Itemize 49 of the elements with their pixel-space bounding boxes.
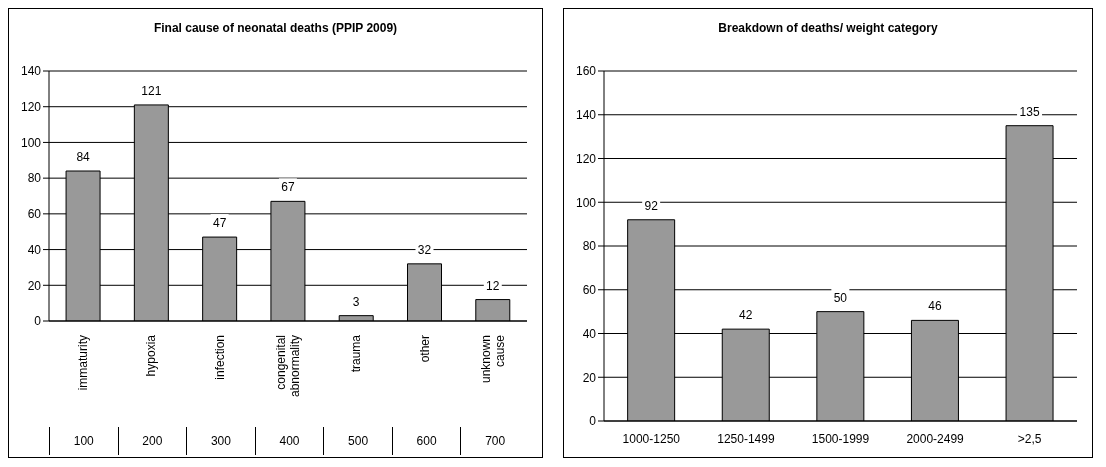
y-tick-label: 140 (575, 108, 597, 123)
y-tick-label: 80 (582, 239, 597, 254)
y-tick-label: 40 (582, 326, 597, 341)
data-label: 67 (281, 180, 295, 195)
y-tick-label: 40 (27, 242, 42, 257)
y-tick-label: 0 (589, 414, 597, 429)
text: 700 (460, 427, 529, 455)
y-tick-label: 120 (20, 99, 42, 114)
chart-title: Breakdown of deaths/ weight category (717, 21, 939, 37)
y-tick-label: 140 (20, 64, 42, 79)
data-label: 92 (644, 198, 659, 213)
data-label: 121 (141, 83, 162, 98)
y-tick-label: 0 (34, 314, 42, 329)
data-label: 84 (76, 150, 91, 164)
y-tick-label: 160 (575, 64, 597, 79)
x-tick-label: other (417, 335, 432, 363)
y-tick-label: 60 (582, 283, 597, 298)
x-tick-label: immaturity (76, 335, 91, 391)
x-tick-label: infection (212, 335, 227, 380)
x-tick-label: >2,5 (1017, 432, 1042, 446)
x-tick-label: 1500-1999 (811, 432, 870, 446)
x-tick-label: 1250-1499 (717, 432, 775, 446)
text: 200 (117, 427, 187, 455)
y-tick-label: 20 (582, 370, 597, 385)
x-tick-label: 1000-1250 (622, 432, 681, 446)
text: 300 (186, 427, 255, 455)
data-label: 46 (928, 299, 942, 314)
data-label: 42 (739, 308, 753, 323)
data-label: 12 (486, 278, 500, 293)
x-tick-label: 2000-2499 (906, 432, 965, 446)
y-tick-label: 120 (575, 151, 597, 166)
y-tick-label: 100 (575, 195, 597, 210)
x-tick-label: hypoxia (144, 334, 159, 377)
data-label: 50 (833, 290, 848, 305)
y-tick-label: 20 (27, 278, 42, 293)
y-tick-label: 80 (27, 171, 42, 186)
text: 100 (49, 427, 118, 455)
x-tick-label: trauma (349, 334, 364, 373)
y-tick-label: 100 (20, 135, 42, 150)
text: 400 (254, 427, 324, 455)
data-label: 32 (417, 242, 432, 257)
x-tick-label: unknown cause (478, 334, 507, 384)
y-tick-label: 60 (27, 207, 42, 222)
data-label: 47 (212, 216, 227, 231)
text: 600 (391, 427, 461, 455)
data-label: 135 (1019, 104, 1040, 119)
text: 500 (323, 427, 392, 455)
data-label: 3 (352, 294, 360, 309)
chart-title: Final cause of neonatal deaths (PPIP 2009) (152, 21, 399, 37)
